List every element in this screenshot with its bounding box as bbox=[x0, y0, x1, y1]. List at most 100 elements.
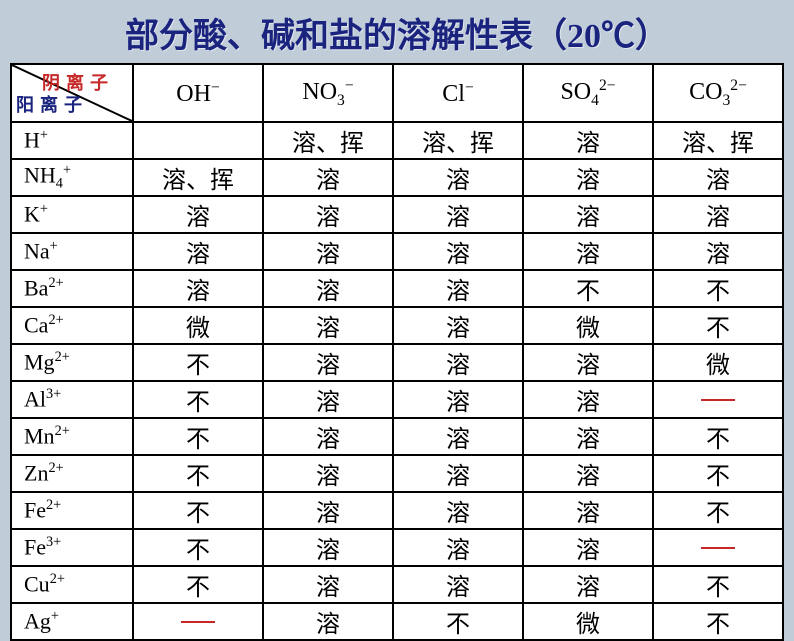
table-row: Cu2+不溶溶溶不 bbox=[11, 566, 783, 603]
cell-3-3: 溶 bbox=[523, 233, 653, 270]
dash-icon bbox=[701, 399, 735, 401]
solubility-table: 阴离子 阳离子 OH−NO3−Cl−SO42−CO32− H+溶、挥溶、挥溶溶、… bbox=[10, 63, 784, 641]
cell-11-2: 溶 bbox=[393, 529, 523, 566]
dash-icon bbox=[701, 547, 735, 549]
cell-13-3: 微 bbox=[523, 603, 653, 640]
cell-5-3: 微 bbox=[523, 307, 653, 344]
cell-0-1: 溶、挥 bbox=[263, 122, 393, 159]
corner-header: 阴离子 阳离子 bbox=[11, 64, 133, 122]
table-row: Mn2+不溶溶溶不 bbox=[11, 418, 783, 455]
row-header-7: Al3+ bbox=[11, 381, 133, 418]
cell-5-2: 溶 bbox=[393, 307, 523, 344]
cell-11-0: 不 bbox=[133, 529, 263, 566]
col-header-3: SO42− bbox=[523, 64, 653, 122]
cell-8-0: 不 bbox=[133, 418, 263, 455]
row-header-4: Ba2+ bbox=[11, 270, 133, 307]
row-header-13: Ag+ bbox=[11, 603, 133, 640]
cell-10-3: 溶 bbox=[523, 492, 653, 529]
cell-3-1: 溶 bbox=[263, 233, 393, 270]
cell-4-0: 溶 bbox=[133, 270, 263, 307]
cell-5-4: 不 bbox=[653, 307, 783, 344]
solubility-table-wrap: 阴离子 阳离子 OH−NO3−Cl−SO42−CO32− H+溶、挥溶、挥溶溶、… bbox=[0, 63, 794, 641]
cell-8-3: 溶 bbox=[523, 418, 653, 455]
cell-13-0 bbox=[133, 603, 263, 640]
cell-9-3: 溶 bbox=[523, 455, 653, 492]
cell-3-2: 溶 bbox=[393, 233, 523, 270]
cell-2-2: 溶 bbox=[393, 196, 523, 233]
col-header-0: OH− bbox=[133, 64, 263, 122]
cell-0-2: 溶、挥 bbox=[393, 122, 523, 159]
cell-2-0: 溶 bbox=[133, 196, 263, 233]
cell-7-4 bbox=[653, 381, 783, 418]
cell-2-4: 溶 bbox=[653, 196, 783, 233]
cell-0-3: 溶 bbox=[523, 122, 653, 159]
cell-8-4: 不 bbox=[653, 418, 783, 455]
row-header-0: H+ bbox=[11, 122, 133, 159]
cation-label: 阳离子 bbox=[16, 91, 88, 117]
row-header-10: Fe2+ bbox=[11, 492, 133, 529]
table-body: H+溶、挥溶、挥溶溶、挥NH4+溶、挥溶溶溶溶K+溶溶溶溶溶Na+溶溶溶溶溶Ba… bbox=[11, 122, 783, 640]
cell-3-4: 溶 bbox=[653, 233, 783, 270]
cell-6-2: 溶 bbox=[393, 344, 523, 381]
cell-6-1: 溶 bbox=[263, 344, 393, 381]
table-row: H+溶、挥溶、挥溶溶、挥 bbox=[11, 122, 783, 159]
cell-5-1: 溶 bbox=[263, 307, 393, 344]
page-title: 部分酸、碱和盐的溶解性表（20℃） bbox=[0, 0, 794, 63]
cell-1-0: 溶、挥 bbox=[133, 159, 263, 196]
row-header-5: Ca2+ bbox=[11, 307, 133, 344]
cell-1-2: 溶 bbox=[393, 159, 523, 196]
row-header-11: Fe3+ bbox=[11, 529, 133, 566]
cell-9-2: 溶 bbox=[393, 455, 523, 492]
row-header-6: Mg2+ bbox=[11, 344, 133, 381]
cell-4-1: 溶 bbox=[263, 270, 393, 307]
cell-11-1: 溶 bbox=[263, 529, 393, 566]
cell-4-3: 不 bbox=[523, 270, 653, 307]
cell-7-3: 溶 bbox=[523, 381, 653, 418]
cell-3-0: 溶 bbox=[133, 233, 263, 270]
table-row: Al3+不溶溶溶 bbox=[11, 381, 783, 418]
cell-7-0: 不 bbox=[133, 381, 263, 418]
col-header-2: Cl− bbox=[393, 64, 523, 122]
table-row: Ag+溶不微不 bbox=[11, 603, 783, 640]
dash-icon bbox=[181, 621, 215, 623]
cell-9-0: 不 bbox=[133, 455, 263, 492]
cell-6-4: 微 bbox=[653, 344, 783, 381]
row-header-9: Zn2+ bbox=[11, 455, 133, 492]
cell-12-4: 不 bbox=[653, 566, 783, 603]
row-header-3: Na+ bbox=[11, 233, 133, 270]
table-row: Fe3+不溶溶溶 bbox=[11, 529, 783, 566]
cell-2-3: 溶 bbox=[523, 196, 653, 233]
cell-10-4: 不 bbox=[653, 492, 783, 529]
table-row: NH4+溶、挥溶溶溶溶 bbox=[11, 159, 783, 196]
table-row: Na+溶溶溶溶溶 bbox=[11, 233, 783, 270]
cell-7-2: 溶 bbox=[393, 381, 523, 418]
cell-12-1: 溶 bbox=[263, 566, 393, 603]
cell-13-2: 不 bbox=[393, 603, 523, 640]
cell-10-2: 溶 bbox=[393, 492, 523, 529]
cell-12-2: 溶 bbox=[393, 566, 523, 603]
cell-8-1: 溶 bbox=[263, 418, 393, 455]
cell-8-2: 溶 bbox=[393, 418, 523, 455]
cell-0-4: 溶、挥 bbox=[653, 122, 783, 159]
table-row: Mg2+不溶溶溶微 bbox=[11, 344, 783, 381]
table-row: Ba2+溶溶溶不不 bbox=[11, 270, 783, 307]
cell-6-3: 溶 bbox=[523, 344, 653, 381]
cell-11-3: 溶 bbox=[523, 529, 653, 566]
table-row: K+溶溶溶溶溶 bbox=[11, 196, 783, 233]
row-header-12: Cu2+ bbox=[11, 566, 133, 603]
cell-1-4: 溶 bbox=[653, 159, 783, 196]
table-row: Ca2+微溶溶微不 bbox=[11, 307, 783, 344]
cell-5-0: 微 bbox=[133, 307, 263, 344]
cell-4-2: 溶 bbox=[393, 270, 523, 307]
cell-4-4: 不 bbox=[653, 270, 783, 307]
cell-11-4 bbox=[653, 529, 783, 566]
row-header-2: K+ bbox=[11, 196, 133, 233]
cell-10-0: 不 bbox=[133, 492, 263, 529]
cell-9-1: 溶 bbox=[263, 455, 393, 492]
cell-0-0 bbox=[133, 122, 263, 159]
cell-12-3: 溶 bbox=[523, 566, 653, 603]
cell-7-1: 溶 bbox=[263, 381, 393, 418]
cell-1-3: 溶 bbox=[523, 159, 653, 196]
col-header-4: CO32− bbox=[653, 64, 783, 122]
cell-10-1: 溶 bbox=[263, 492, 393, 529]
